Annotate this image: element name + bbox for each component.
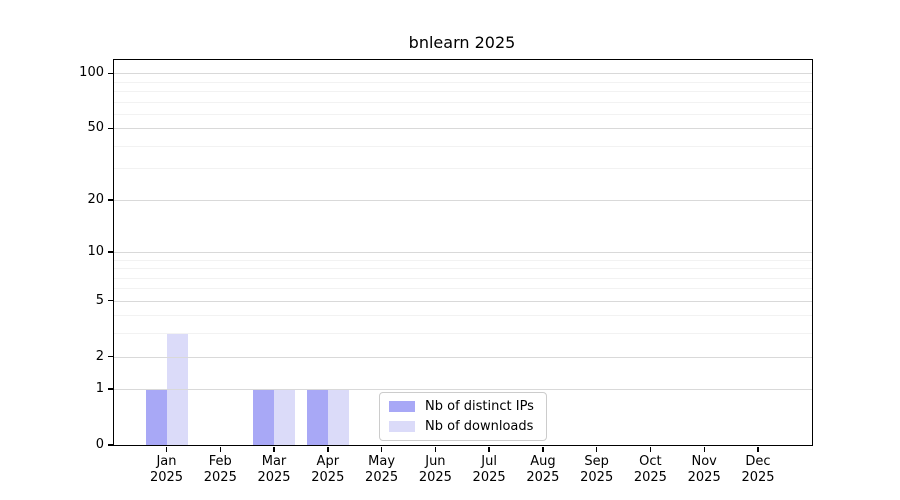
x-tick-mark [542,446,544,452]
bar-downloads [274,389,295,445]
x-tick-label: Dec 2025 [741,454,775,485]
x-tick-label: Mar 2025 [257,454,291,485]
x-tick-mark [219,446,221,452]
x-tick-mark [488,446,490,452]
major-gridline [114,199,812,201]
chart-title: bnlearn 2025 [408,33,516,52]
y-tick-mark [107,251,113,253]
legend: Nb of distinct IPs Nb of downloads [379,392,547,441]
bar-distinct-ips [253,389,274,445]
bar-distinct-ips [306,389,328,445]
x-tick-label: May 2025 [365,454,399,485]
y-tick-mark [107,127,113,129]
x-tick-label: Jul 2025 [472,454,506,485]
minor-gridline [114,268,812,269]
legend-label-downloads: Nb of downloads [425,419,534,434]
legend-item-downloads: Nb of downloads [389,419,534,434]
x-tick-mark [649,446,652,452]
x-tick-label: Oct 2025 [633,454,667,485]
x-tick-label: Jun 2025 [418,454,452,485]
y-tick-mark [107,355,113,358]
major-gridline [114,73,812,75]
minor-gridline [114,333,812,335]
major-gridline [114,128,812,130]
x-tick-mark [327,446,329,452]
minor-gridline [114,288,812,290]
legend-item-distinct-ips: Nb of distinct IPs [389,399,534,414]
x-tick-mark [434,446,437,452]
minor-gridline [114,315,812,317]
y-tick-label: 2 [95,348,104,364]
legend-swatch-distinct-ips [389,401,415,412]
x-tick-mark [380,446,383,452]
minor-gridline [114,113,812,115]
y-tick-mark [107,299,113,302]
y-tick-mark [107,388,113,390]
major-gridline [114,389,812,391]
minor-gridline [114,168,812,170]
minor-gridline [114,81,812,83]
y-tick-label: 5 [95,292,104,308]
x-tick-label: Feb 2025 [203,454,237,485]
y-tick-label: 100 [79,65,104,81]
minor-gridline [114,145,812,147]
x-tick-label: Aug 2025 [526,454,560,485]
y-tick-label: 0 [95,437,104,452]
major-gridline [114,251,812,253]
y-tick-mark [107,72,113,74]
minor-gridline [114,277,812,279]
y-tick-label: 20 [87,191,104,207]
x-tick-label: Sep 2025 [580,454,614,485]
y-tick-label: 10 [87,243,104,259]
legend-swatch-downloads [389,421,415,432]
x-tick-mark [273,446,275,452]
x-tick-label: Nov 2025 [687,454,721,485]
x-tick-label: Jan 2025 [149,454,184,485]
x-tick-mark [595,446,598,452]
bar-distinct-ips [145,389,167,445]
bar-downloads [327,389,349,445]
y-tick-label: 1 [95,381,104,397]
x-tick-mark [165,446,168,452]
x-tick-label: Apr 2025 [311,454,345,485]
minor-gridline [114,259,812,261]
y-tick-mark [107,444,113,446]
y-tick-label: 50 [87,120,104,136]
x-tick-mark [703,446,705,452]
y-tick-mark [107,199,113,201]
major-gridline [114,300,812,302]
plot-area: Nb of distinct IPs Nb of downloads 0 1 2 5 1… [79,59,813,485]
x-tick-mark [757,446,759,452]
major-gridline [114,356,812,358]
legend-label-distinct-ips: Nb of distinct IPs [425,399,534,414]
minor-gridline [114,91,812,92]
bar-downloads [166,333,188,445]
minor-gridline [114,101,812,103]
